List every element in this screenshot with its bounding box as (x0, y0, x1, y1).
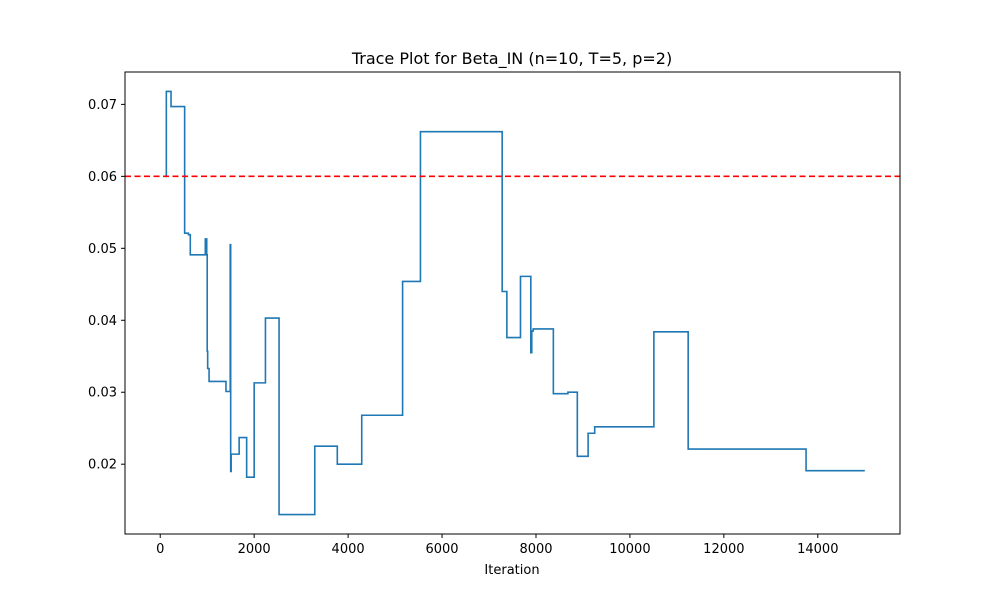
x-tick-label: 4000 (332, 542, 365, 557)
y-tick-label: 0.07 (88, 98, 117, 113)
x-tick-label: 14000 (797, 542, 838, 557)
series-layer (125, 90, 900, 516)
x-axis-label: Iteration (484, 563, 539, 578)
x-axis-ticks: 0 2000 4000 6000 8000 10000 12000 14000 (156, 534, 838, 557)
y-tick-label: 0.04 (88, 314, 117, 329)
x-tick-label: 12000 (703, 542, 744, 557)
x-tick-label: 8000 (519, 542, 552, 557)
x-tick-label: 6000 (425, 542, 458, 557)
x-tick-label: 2000 (238, 542, 271, 557)
trace-series-line (164, 90, 865, 516)
y-tick-label: 0.03 (88, 386, 117, 401)
y-tick-label: 0.06 (88, 170, 117, 185)
x-tick-label: 10000 (609, 542, 650, 557)
y-tick-label: 0.05 (88, 242, 117, 257)
plot-area (124, 71, 901, 535)
chart-title: Trace Plot for Beta_IN (n=10, T=5, p=2) (351, 49, 672, 69)
y-axis-ticks: 0.02 0.03 0.04 0.05 0.06 0.07 (88, 98, 125, 473)
x-tick-label: 0 (156, 542, 164, 557)
plot-frame (124, 71, 901, 535)
y-tick-label: 0.02 (88, 458, 117, 473)
